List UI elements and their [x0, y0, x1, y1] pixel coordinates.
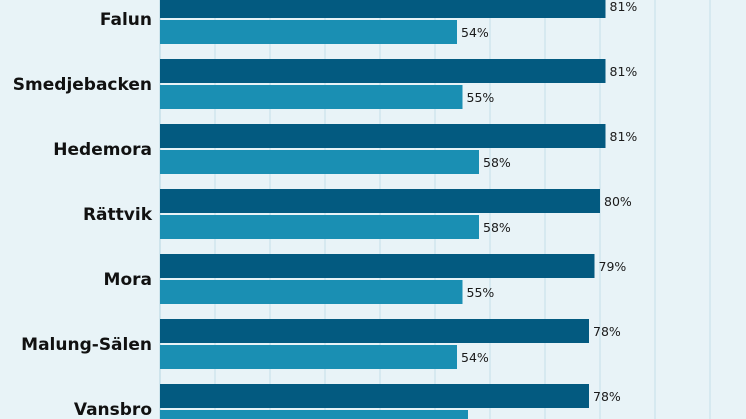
value-label: 78%	[593, 324, 621, 339]
category-label: Vansbro	[74, 400, 152, 419]
bar-series-1	[160, 384, 589, 408]
value-label: 54%	[461, 25, 489, 40]
bar-series-1	[160, 319, 589, 343]
category-label: Malung-Sälen	[21, 335, 152, 355]
bar-series-1	[160, 0, 606, 18]
category-label: Rättvik	[83, 205, 153, 225]
bar-series-2	[160, 345, 457, 369]
category-label: Falun	[100, 10, 152, 30]
value-label: 81%	[610, 129, 638, 144]
bars	[160, 0, 606, 419]
value-label: 58%	[483, 155, 511, 170]
bar-series-1	[160, 189, 600, 213]
value-label: 81%	[610, 64, 638, 79]
bar-series-2	[160, 215, 479, 239]
bar-series-2	[160, 280, 463, 304]
bar-series-1	[160, 124, 606, 148]
bar-series-2	[160, 20, 457, 44]
bar-series-2	[160, 85, 463, 109]
value-label: 80%	[604, 194, 632, 209]
category-label: Hedemora	[53, 140, 152, 160]
category-label: Mora	[104, 270, 152, 290]
value-label: 54%	[461, 350, 489, 365]
bar-series-1	[160, 59, 606, 83]
bar-series-1	[160, 254, 595, 278]
value-label: 55%	[467, 285, 495, 300]
value-label: 81%	[610, 0, 638, 14]
value-label: 79%	[599, 259, 627, 274]
labels: Falun 81% 54% Smedjebacken 81% 55% Hedemora 81%…	[13, 0, 638, 419]
category-label: Smedjebacken	[13, 75, 152, 95]
value-label: 55%	[467, 90, 495, 105]
bar-series-2	[160, 410, 468, 419]
bar-series-2	[160, 150, 479, 174]
value-label: 78%	[593, 389, 621, 404]
value-label: 58%	[483, 220, 511, 235]
